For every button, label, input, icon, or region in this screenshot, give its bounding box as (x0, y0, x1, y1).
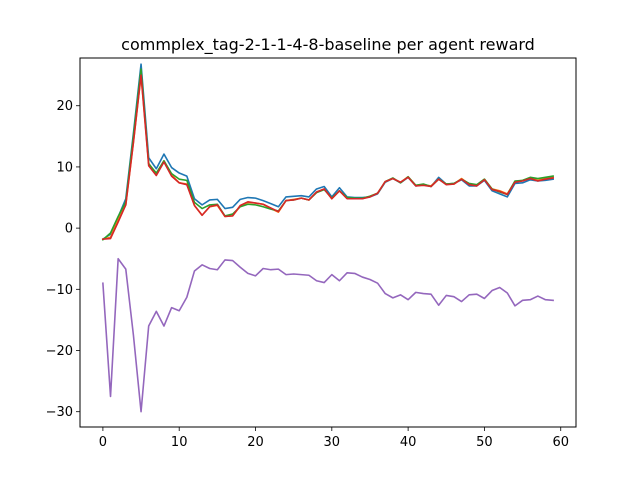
x-tick-label: 30 (324, 435, 341, 450)
y-tick-label: 10 (56, 160, 73, 175)
x-tick-label: 40 (400, 435, 417, 450)
plot-frame (79, 57, 577, 428)
x-tick-label: 0 (99, 435, 107, 450)
series-line-4 (102, 74, 555, 240)
series-line-5 (102, 257, 554, 413)
x-tick-label: 50 (476, 435, 493, 450)
series-layer (101, 63, 555, 413)
y-tick-label: 0 (65, 222, 73, 237)
x-tick-label: 20 (247, 435, 264, 450)
axes-layer: 0 10 20 30 40 50 60 −30 −20 −10 0 10 20 (46, 57, 577, 450)
y-tick-label: −30 (46, 405, 73, 420)
y-tick-label: −10 (46, 283, 73, 298)
chart-title: commplex_tag-2-1-1-4-8-baseline per agen… (121, 35, 535, 55)
x-tick-label: 10 (171, 435, 188, 450)
x-tick-label: 60 (552, 435, 569, 450)
y-tick-label: −20 (46, 344, 73, 359)
y-tick-label: 20 (56, 99, 73, 114)
